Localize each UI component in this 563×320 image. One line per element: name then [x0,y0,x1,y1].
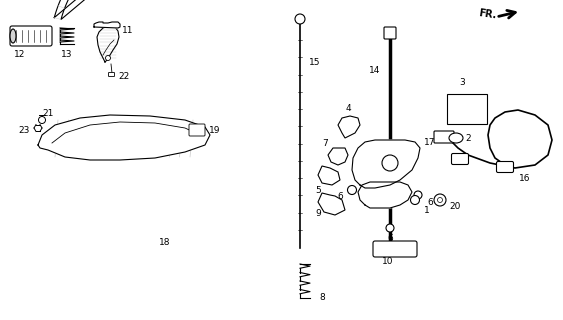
Circle shape [434,194,446,206]
Text: 1: 1 [424,205,430,214]
Text: 17: 17 [425,138,436,147]
Text: 10: 10 [382,258,394,267]
Text: 4: 4 [345,103,351,113]
FancyBboxPatch shape [109,73,114,76]
FancyBboxPatch shape [373,241,417,257]
Polygon shape [38,115,210,160]
Polygon shape [54,0,165,20]
Text: 14: 14 [369,66,381,75]
FancyBboxPatch shape [189,124,205,136]
Polygon shape [318,166,340,185]
Text: 23: 23 [19,125,30,134]
Text: 5: 5 [315,186,321,195]
FancyBboxPatch shape [384,27,396,39]
Polygon shape [318,193,345,215]
Text: 6: 6 [387,234,393,243]
Circle shape [105,55,110,60]
Text: 2: 2 [465,133,471,142]
Text: 3: 3 [459,77,465,86]
Text: 12: 12 [14,50,26,59]
Text: 7: 7 [322,139,328,148]
Ellipse shape [10,29,16,43]
Circle shape [295,14,305,24]
Text: 8: 8 [319,292,325,301]
Polygon shape [358,182,412,208]
Text: 21: 21 [42,108,53,117]
Text: 9: 9 [315,209,321,218]
Polygon shape [352,140,420,188]
Circle shape [382,155,398,171]
FancyBboxPatch shape [452,154,468,164]
Text: 11: 11 [122,26,134,35]
Polygon shape [338,116,360,138]
Circle shape [38,116,46,124]
Polygon shape [328,148,348,165]
Text: 19: 19 [209,125,221,134]
FancyBboxPatch shape [434,131,454,143]
FancyBboxPatch shape [447,94,487,124]
Text: FR.: FR. [478,8,497,20]
Polygon shape [94,22,120,28]
Text: 16: 16 [519,173,531,182]
Circle shape [410,196,419,204]
FancyBboxPatch shape [10,26,52,46]
Text: 6: 6 [337,191,343,201]
Text: 6: 6 [427,197,433,206]
Text: 15: 15 [309,58,321,67]
Circle shape [437,197,443,203]
FancyBboxPatch shape [497,162,513,172]
Circle shape [347,186,356,195]
Text: 20: 20 [449,202,461,211]
Circle shape [414,191,422,199]
Text: 22: 22 [118,71,129,81]
Ellipse shape [449,133,463,143]
Circle shape [386,224,394,232]
Text: 13: 13 [61,50,73,59]
Polygon shape [97,26,119,62]
Text: 18: 18 [159,237,171,246]
